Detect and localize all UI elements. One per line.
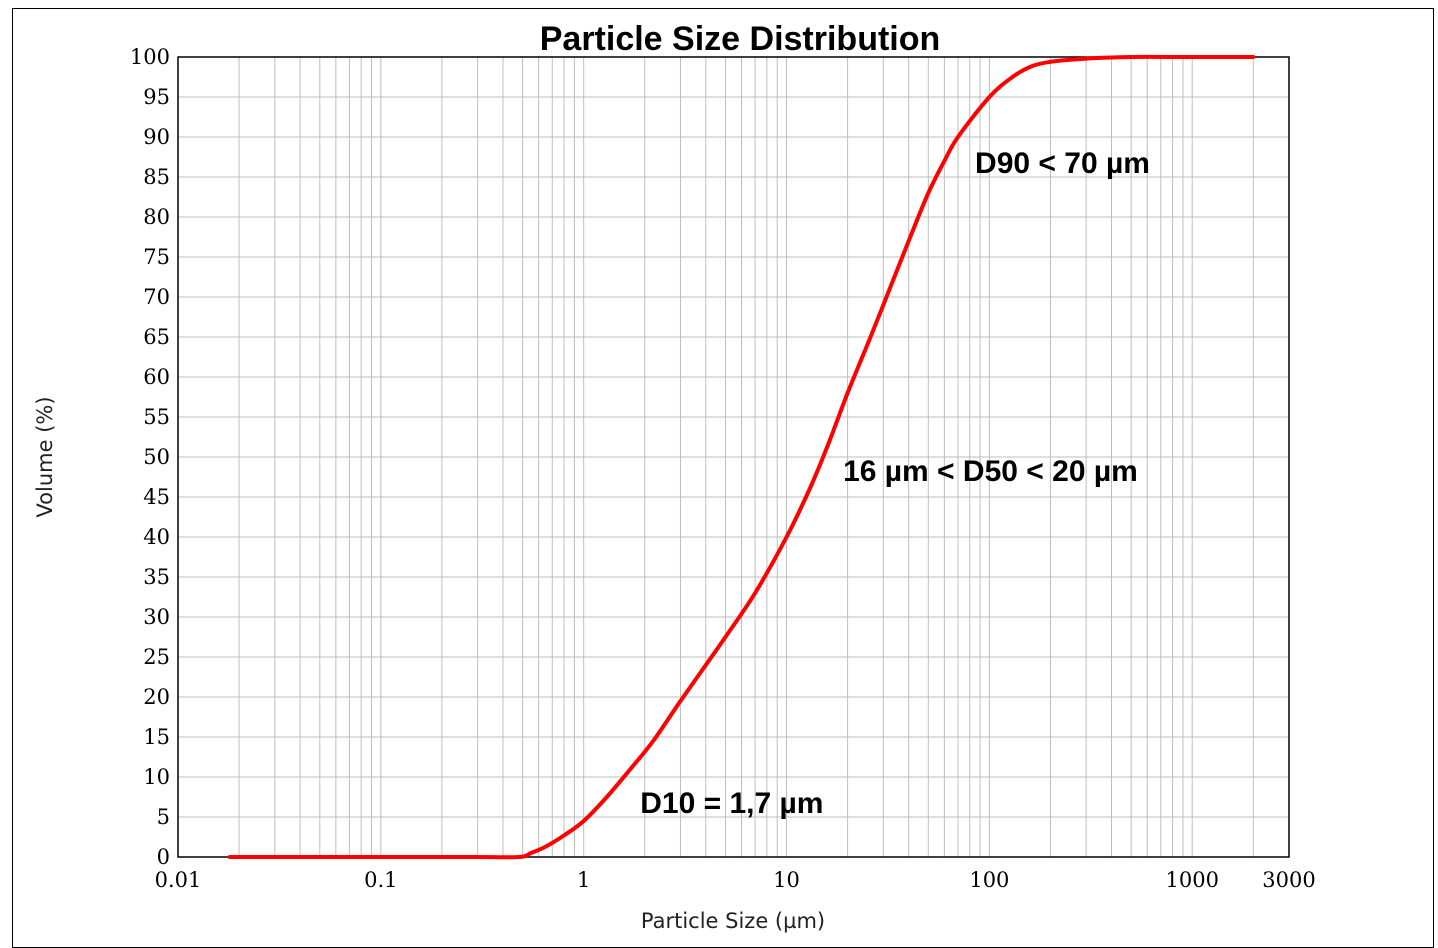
x-axis-label: Particle Size (µm) — [641, 909, 825, 933]
series-layer — [227, 54, 1256, 860]
y-tick-label: 25 — [143, 645, 170, 669]
series-line — [227, 54, 1256, 860]
y-tick-label: 45 — [143, 485, 170, 509]
y-tick-label: 60 — [143, 365, 170, 389]
y-tick-label: 30 — [143, 605, 170, 629]
y-tick-label: 5 — [157, 805, 170, 829]
x-tick-label: 0.1 — [364, 868, 397, 892]
chart-frame — [12, 8, 1434, 948]
x-axis-ticks: 0.01 0.1 1 10 100 1000 3000 — [155, 868, 1316, 892]
y-tick-label: 75 — [143, 245, 170, 269]
y-tick-label: 40 — [143, 525, 170, 549]
annotation-label: 16 µm < D50 < 20 µm — [843, 455, 1138, 488]
x-tick-label: 3000 — [1262, 868, 1315, 892]
x-tick-label: 10 — [773, 868, 800, 892]
y-tick-label: 70 — [143, 285, 170, 309]
x-tick-label: 100 — [969, 868, 1009, 892]
x-tick-label: 1 — [577, 868, 590, 892]
chart-title: Particle Size Distribution — [540, 20, 941, 58]
annotation-label: D10 = 1,7 µm — [640, 787, 823, 820]
y-axis-ticks: 0 5 10 15 20 25 30 35 40 45 50 55 60 65 70 75 80 85 90 95 10… — [130, 45, 170, 869]
y-tick-label: 20 — [143, 685, 170, 709]
y-tick-label: 80 — [143, 205, 170, 229]
y-tick-label: 100 — [130, 45, 170, 69]
x-tick-label: 0.01 — [155, 868, 202, 892]
y-tick-label: 15 — [143, 725, 170, 749]
y-tick-label: 35 — [143, 565, 170, 589]
annotation-label: D90 < 70 µm — [975, 147, 1150, 180]
y-tick-label: 95 — [143, 85, 170, 109]
y-axis-label: Volume (%) — [33, 396, 57, 517]
plot-area — [177, 56, 1290, 858]
y-tick-label: 50 — [143, 445, 170, 469]
y-tick-label: 0 — [157, 845, 170, 869]
annotations-layer: D90 < 70 µm 16 µm < D50 < 20 µm D10 = 1,7 … — [640, 147, 1150, 820]
y-tick-label: 90 — [143, 125, 170, 149]
y-tick-label: 85 — [143, 165, 170, 189]
y-tick-label: 55 — [143, 405, 170, 429]
y-tick-label: 65 — [143, 325, 170, 349]
y-tick-label: 10 — [143, 765, 170, 789]
x-tick-label: 1000 — [1165, 868, 1218, 892]
